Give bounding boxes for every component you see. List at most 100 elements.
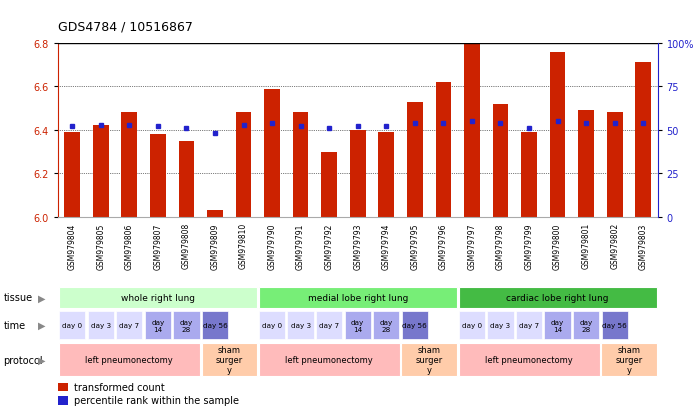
- Text: GSM979810: GSM979810: [239, 223, 248, 269]
- Text: GSM979809: GSM979809: [211, 223, 219, 269]
- Text: GSM979790: GSM979790: [267, 223, 276, 269]
- Bar: [259, 343, 400, 376]
- Bar: [516, 311, 542, 339]
- Bar: [202, 343, 257, 376]
- Bar: [259, 311, 285, 339]
- Bar: [401, 343, 456, 376]
- Text: GSM979805: GSM979805: [96, 223, 105, 269]
- Text: GSM979794: GSM979794: [382, 223, 391, 269]
- Text: day 7: day 7: [119, 322, 140, 328]
- Text: tissue: tissue: [3, 292, 33, 303]
- Bar: [345, 311, 371, 339]
- Text: day 3: day 3: [491, 322, 510, 328]
- Text: day 3: day 3: [91, 322, 111, 328]
- Text: percentile rank within the sample: percentile rank within the sample: [75, 396, 239, 406]
- Text: sham
surger
y: sham surger y: [415, 345, 443, 375]
- Bar: [202, 311, 228, 339]
- Text: day 56: day 56: [403, 322, 427, 328]
- Bar: [601, 343, 657, 376]
- Bar: [59, 287, 257, 308]
- Text: sham
surger
y: sham surger y: [216, 345, 243, 375]
- Text: GSM979802: GSM979802: [610, 223, 619, 269]
- Bar: [59, 343, 200, 376]
- Text: GSM979806: GSM979806: [125, 223, 134, 269]
- Bar: [521, 133, 537, 217]
- Bar: [150, 135, 165, 217]
- Bar: [401, 311, 428, 339]
- Bar: [207, 211, 223, 217]
- Bar: [350, 131, 366, 217]
- Text: GDS4784 / 10516867: GDS4784 / 10516867: [58, 21, 193, 34]
- Text: GSM979799: GSM979799: [524, 223, 533, 269]
- Text: GSM979791: GSM979791: [296, 223, 305, 269]
- Bar: [321, 152, 337, 217]
- Bar: [544, 311, 571, 339]
- Bar: [288, 311, 314, 339]
- Bar: [58, 383, 68, 391]
- Text: day
28: day 28: [380, 319, 393, 332]
- Text: GSM979800: GSM979800: [553, 223, 562, 269]
- Text: left pneumonectomy: left pneumonectomy: [285, 355, 373, 364]
- Bar: [265, 89, 280, 217]
- Bar: [635, 63, 651, 217]
- Bar: [378, 133, 394, 217]
- Bar: [436, 83, 451, 217]
- Bar: [144, 311, 171, 339]
- Bar: [407, 102, 423, 217]
- Text: GSM979797: GSM979797: [468, 223, 477, 269]
- Text: protocol: protocol: [3, 355, 43, 365]
- Text: day 0: day 0: [262, 322, 282, 328]
- Bar: [316, 311, 342, 339]
- Text: GSM979796: GSM979796: [439, 223, 448, 269]
- Bar: [292, 113, 309, 217]
- Text: whole right lung: whole right lung: [121, 293, 195, 302]
- Text: GSM979795: GSM979795: [410, 223, 419, 269]
- Bar: [58, 396, 68, 405]
- Text: left pneumonectomy: left pneumonectomy: [85, 355, 173, 364]
- Text: medial lobe right lung: medial lobe right lung: [308, 293, 408, 302]
- Bar: [550, 52, 565, 217]
- Bar: [236, 113, 251, 217]
- Bar: [459, 343, 600, 376]
- Bar: [602, 311, 628, 339]
- Bar: [179, 141, 194, 217]
- Text: GSM979804: GSM979804: [68, 223, 77, 269]
- Text: GSM979803: GSM979803: [639, 223, 648, 269]
- Text: day
14: day 14: [151, 319, 165, 332]
- Bar: [373, 311, 399, 339]
- Bar: [64, 133, 80, 217]
- Text: ▶: ▶: [38, 320, 46, 330]
- Text: GSM979792: GSM979792: [325, 223, 334, 269]
- Bar: [578, 111, 594, 217]
- Bar: [93, 126, 109, 217]
- Text: left pneumonectomy: left pneumonectomy: [485, 355, 573, 364]
- Text: transformed count: transformed count: [75, 382, 165, 392]
- Bar: [607, 113, 623, 217]
- Bar: [573, 311, 600, 339]
- Text: day 7: day 7: [519, 322, 539, 328]
- Bar: [173, 311, 200, 339]
- Bar: [259, 287, 456, 308]
- Text: ▶: ▶: [38, 292, 46, 303]
- Text: day
14: day 14: [551, 319, 564, 332]
- Text: sham
surger
y: sham surger y: [616, 345, 643, 375]
- Text: day 3: day 3: [290, 322, 311, 328]
- Text: day 0: day 0: [62, 322, 82, 328]
- Text: day 7: day 7: [319, 322, 339, 328]
- Text: GSM979793: GSM979793: [353, 223, 362, 269]
- Text: day
28: day 28: [579, 319, 593, 332]
- Bar: [88, 311, 114, 339]
- Text: day 56: day 56: [202, 322, 228, 328]
- Bar: [459, 311, 485, 339]
- Bar: [59, 311, 85, 339]
- Text: day 0: day 0: [462, 322, 482, 328]
- Text: ▶: ▶: [38, 355, 46, 365]
- Bar: [459, 287, 657, 308]
- Text: GSM979798: GSM979798: [496, 223, 505, 269]
- Text: GSM979807: GSM979807: [154, 223, 163, 269]
- Bar: [493, 104, 508, 217]
- Text: day 56: day 56: [602, 322, 627, 328]
- Bar: [464, 44, 480, 217]
- Text: day
28: day 28: [180, 319, 193, 332]
- Bar: [487, 311, 514, 339]
